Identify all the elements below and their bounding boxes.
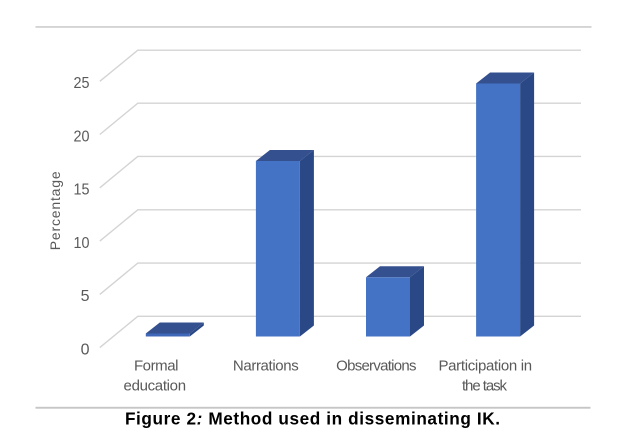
svg-text:Participation in: Participation in (438, 358, 532, 375)
svg-text:Percentage: Percentage (47, 171, 63, 250)
svg-text:20: 20 (74, 128, 90, 145)
svg-text:5: 5 (81, 288, 90, 305)
svg-text:0: 0 (81, 341, 90, 358)
svg-text:Observations: Observations (336, 358, 416, 375)
svg-text:Narrations: Narrations (233, 358, 299, 375)
svg-text:education: education (124, 378, 187, 395)
svg-text:15: 15 (74, 182, 90, 199)
svg-text:Formal: Formal (134, 358, 179, 375)
svg-text:25: 25 (74, 75, 90, 92)
svg-text:the task: the task (462, 378, 508, 395)
svg-text:10: 10 (74, 235, 90, 252)
svg-text:Figure 2: Method used in disse: Figure 2: Method used in disseminating I… (125, 408, 501, 428)
